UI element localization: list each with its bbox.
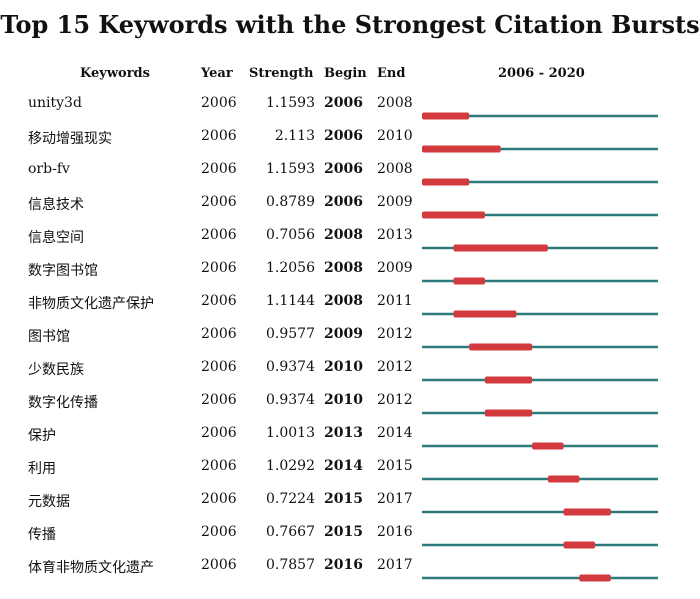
row-begin: 2008 [324,227,363,243]
burst-bar [422,112,470,120]
row-keyword: 体育非物质文化遗产 [28,560,154,576]
row-begin: 2013 [324,425,363,441]
header-year: Year [201,66,233,81]
row-strength: 0.7224 [266,491,315,507]
row-keyword: 少数民族 [28,362,84,378]
row-begin: 2009 [324,326,363,342]
row-keyword: orb-fv [28,161,70,177]
row-strength: 1.1593 [266,95,315,111]
burst-bar [547,475,580,483]
row-strength: 0.7667 [266,524,315,540]
row-strength: 0.7056 [266,227,315,243]
row-end: 2008 [377,95,413,111]
burst-bar [563,541,596,549]
row-year: 2006 [201,95,237,111]
burst-bar [484,409,533,417]
row-end: 2011 [377,293,413,309]
header-timeline: 2006 - 2020 [498,66,585,81]
row-strength: 0.7857 [266,557,315,573]
burst-bar [579,574,611,582]
burst-bar [453,310,517,318]
burst-bar [422,178,470,186]
burst-bar [422,211,485,219]
row-strength: 0.9577 [266,326,315,342]
header-begin: Begin [324,66,367,81]
burst-bar [469,343,533,351]
row-year: 2006 [201,491,237,507]
row-begin: 2008 [324,260,363,276]
header-end: End [377,66,406,81]
row-end: 2017 [377,557,413,573]
row-year: 2006 [201,359,237,375]
row-end: 2012 [377,392,413,408]
row-year: 2006 [201,392,237,408]
row-year: 2006 [201,161,237,177]
burst-bar [484,376,533,384]
chart-title: Top 15 Keywords with the Strongest Citat… [0,10,700,39]
row-end: 2008 [377,161,413,177]
row-end: 2009 [377,260,413,276]
row-begin: 2014 [324,458,363,474]
row-begin: 2010 [324,392,363,408]
burst-bar [453,244,548,252]
row-strength: 1.2056 [266,260,315,276]
row-year: 2006 [201,227,237,243]
row-end: 2009 [377,194,413,210]
row-keyword: 传播 [28,527,56,543]
row-strength: 1.1593 [266,161,315,177]
row-year: 2006 [201,557,237,573]
row-year: 2006 [201,293,237,309]
row-year: 2006 [201,128,237,144]
row-begin: 2015 [324,491,363,507]
header-strength: Strength [249,66,314,81]
row-keyword: 保护 [28,428,56,444]
row-year: 2006 [201,260,237,276]
row-end: 2014 [377,425,413,441]
row-keyword: 图书馆 [28,329,70,345]
row-end: 2012 [377,359,413,375]
row-end: 2015 [377,458,413,474]
row-begin: 2006 [324,194,363,210]
row-keyword: 非物质文化遗产保护 [28,296,154,312]
burst-bar [563,508,611,516]
row-year: 2006 [201,524,237,540]
row-strength: 1.0292 [266,458,315,474]
row-year: 2006 [201,326,237,342]
row-keyword: 信息技术 [28,197,84,213]
row-year: 2006 [201,194,237,210]
row-begin: 2006 [324,161,363,177]
row-begin: 2010 [324,359,363,375]
row-year: 2006 [201,458,237,474]
row-keyword: 信息空间 [28,230,84,246]
burst-bar [532,442,564,450]
row-begin: 2006 [324,95,363,111]
row-begin: 2016 [324,557,363,573]
row-strength: 0.9374 [266,359,315,375]
row-begin: 2006 [324,128,363,144]
row-strength: 1.1144 [266,293,315,309]
row-strength: 0.9374 [266,392,315,408]
row-keyword: 利用 [28,461,56,477]
header-keywords: Keywords [80,66,150,81]
row-begin: 2008 [324,293,363,309]
row-keyword: 数字图书馆 [28,263,98,279]
row-year: 2006 [201,425,237,441]
burst-bar [422,145,501,153]
row-keyword: 移动增强现实 [28,131,112,147]
burst-bar [453,277,485,285]
row-end: 2012 [377,326,413,342]
row-end: 2010 [377,128,413,144]
row-keyword: 数字化传播 [28,395,98,411]
row-strength: 0.8789 [266,194,315,210]
row-end: 2016 [377,524,413,540]
row-keyword: 元数据 [28,494,70,510]
row-strength: 2.113 [274,128,315,144]
row-end: 2017 [377,491,413,507]
row-keyword: unity3d [28,95,82,111]
row-end: 2013 [377,227,413,243]
row-strength: 1.0013 [266,425,315,441]
row-begin: 2015 [324,524,363,540]
